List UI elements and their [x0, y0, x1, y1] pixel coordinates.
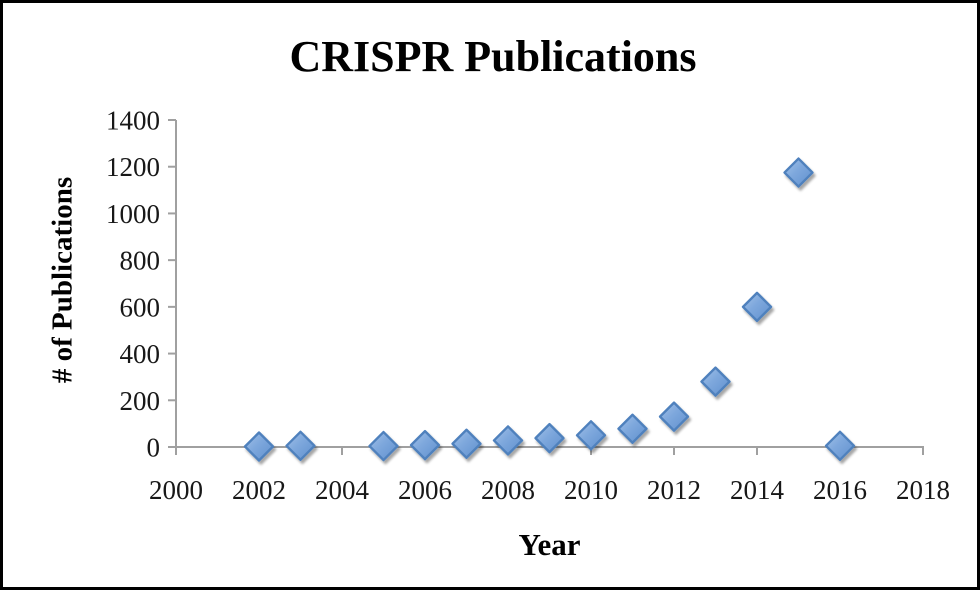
y-tick-label: 0	[147, 433, 161, 463]
data-point-2015	[783, 157, 814, 188]
x-tick-label: 2014	[730, 475, 785, 505]
data-point-2009	[534, 422, 565, 454]
x-tick-label: 2004	[315, 475, 370, 505]
data-point-2010	[575, 420, 607, 451]
data-point-2016	[824, 430, 856, 462]
x-tick-label: 2002	[232, 475, 286, 505]
x-tick-label: 2012	[647, 475, 701, 505]
x-tick-label: 2010	[564, 475, 618, 505]
y-tick-label: 200	[120, 386, 161, 416]
x-axis-title: Year	[518, 527, 581, 562]
x-tick-label: 2016	[813, 475, 867, 505]
data-point-2002	[243, 431, 275, 462]
data-points	[243, 157, 856, 462]
x-tick-label: 2006	[398, 475, 452, 505]
y-tick-label: 600	[120, 292, 161, 322]
data-point-2007	[451, 428, 482, 459]
y-tick-label: 400	[120, 339, 161, 369]
y-tick-label: 1200	[106, 152, 160, 182]
data-point-2013	[700, 366, 731, 397]
scatter-plot: 0 200 400 600 800 1000 1200 1400 2000 2002 2004 200…	[106, 106, 950, 506]
data-point-2012	[658, 401, 690, 432]
chart-title: CRISPR Publications	[289, 32, 697, 81]
y-tick-label: 1000	[106, 199, 160, 229]
data-point-2008	[492, 425, 524, 456]
y-tick-label: 1400	[106, 106, 160, 136]
x-tick-label: 2018	[896, 475, 950, 505]
data-point-2006	[409, 429, 441, 461]
tick-labels: 0 200 400 600 800 1000 1200 1400 2000 2002 2004 200…	[106, 106, 950, 506]
data-point-2014	[741, 291, 773, 323]
y-tick-label: 800	[120, 246, 161, 276]
data-point-2011	[617, 413, 648, 444]
x-tick-label: 2008	[481, 475, 535, 505]
x-tick-label: 2000	[149, 475, 203, 505]
data-point-2005	[368, 430, 399, 462]
data-point-2003	[285, 430, 316, 462]
